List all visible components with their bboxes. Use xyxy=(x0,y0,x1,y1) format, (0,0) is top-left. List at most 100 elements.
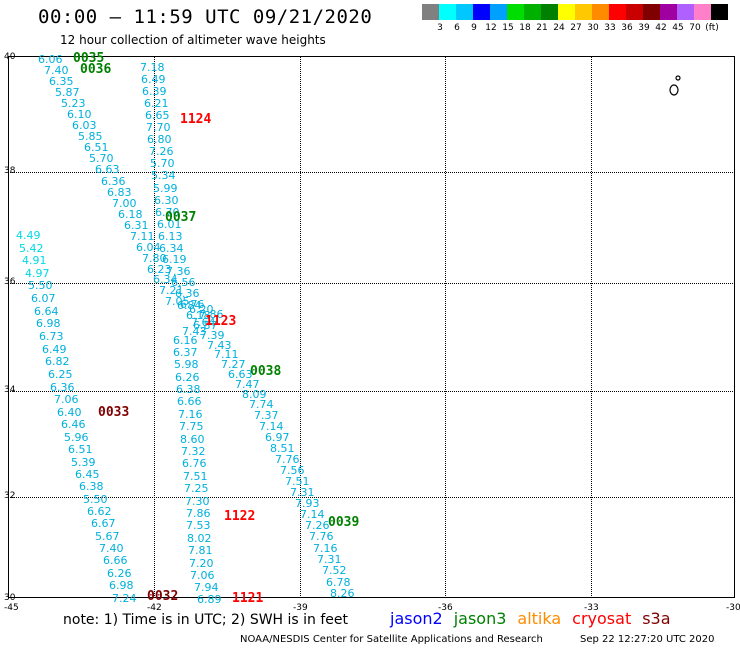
longitude-label: -42 xyxy=(147,603,162,613)
legend-label: 33 xyxy=(604,23,616,33)
grid-line-horizontal xyxy=(8,283,735,284)
wave-height-value: 6.80 xyxy=(147,133,172,146)
legend-swatch xyxy=(473,4,490,20)
page-subtitle: 12 hour collection of altimeter wave hei… xyxy=(60,33,326,47)
wave-height-value: 5.23 xyxy=(61,97,86,110)
wave-height-value: 6.35 xyxy=(49,75,74,88)
legend-swatch xyxy=(524,4,541,20)
wave-height-value: 6.78 xyxy=(326,576,351,589)
wave-height-value: 7.26 xyxy=(149,145,174,158)
legend-swatch xyxy=(439,4,456,20)
wave-height-value: 6.21 xyxy=(144,97,169,110)
wave-height-value: 4.49 xyxy=(16,229,41,242)
pass-time-tag: 0035 xyxy=(73,51,105,66)
wave-height-value: 6.07 xyxy=(31,292,56,305)
legend-label: 3 xyxy=(437,23,443,33)
longitude-label: -30 xyxy=(726,603,740,613)
latitude-label: 40 xyxy=(4,52,16,62)
wave-height-value: 7.43 xyxy=(207,339,232,352)
wave-height-value: 7.80 xyxy=(142,252,167,265)
wave-height-value: 6.38 xyxy=(79,480,104,493)
wave-height-value: 6.70 xyxy=(155,206,180,219)
wave-height-value: 8.26 xyxy=(330,587,355,600)
mission-legend: jason2 jason3 altika cryosat s3a xyxy=(390,609,682,628)
legend-label: (ft) xyxy=(705,23,719,33)
wave-height-value: 6.18 xyxy=(186,309,211,322)
wave-height-value: 7.70 xyxy=(146,121,171,134)
wave-height-value: 5.87 xyxy=(55,86,80,99)
pass-time-tag: 0037 xyxy=(165,210,197,225)
legend-label: 42 xyxy=(655,23,667,33)
legend-swatch xyxy=(677,4,694,20)
longitude-label: -33 xyxy=(584,603,599,613)
legend-label: 45 xyxy=(672,23,684,33)
wave-height-value: 6.39 xyxy=(142,85,167,98)
wave-height-value: 7.31 xyxy=(290,486,315,499)
wave-height-value: 7.11 xyxy=(214,348,239,361)
wave-height-value: 6.76 xyxy=(182,457,207,470)
wave-height-value: 6.87 xyxy=(193,319,218,332)
wave-height-value: 6.36 xyxy=(101,175,126,188)
wave-height-value: 6.51 xyxy=(84,141,109,154)
legend-swatch xyxy=(592,4,609,20)
legend-label: 30 xyxy=(587,23,599,33)
wave-height-value: 7.05 xyxy=(165,295,190,308)
wave-height-value: 7.51 xyxy=(183,470,208,483)
wave-height-value: 7.25 xyxy=(184,482,209,495)
wave-height-value: 7.31 xyxy=(317,553,342,566)
wave-height-value: 5.96 xyxy=(64,431,89,444)
wave-height-value: 5.39 xyxy=(71,456,96,469)
longitude-label: -45 xyxy=(4,603,19,613)
legend-label: 36 xyxy=(621,23,633,33)
wave-height-value: 6.37 xyxy=(173,346,198,359)
legend-swatch xyxy=(490,4,507,20)
wave-height-value: 6.65 xyxy=(145,109,170,122)
legend-swatch xyxy=(541,4,558,20)
wave-height-value: 7.81 xyxy=(188,544,213,557)
wave-height-value: 6.25 xyxy=(48,368,73,381)
wave-height-value: 6.04 xyxy=(136,241,161,254)
wave-height-value: 6.63 xyxy=(95,163,120,176)
pass-time-tag: 1124 xyxy=(180,112,212,127)
wave-height-value: 6.49 xyxy=(42,343,67,356)
wave-height-value: 7.20 xyxy=(189,557,214,570)
wave-height-value: 7.21 xyxy=(159,284,184,297)
wave-height-value: 6.03 xyxy=(72,119,97,132)
pass-time-tag: 1121 xyxy=(232,591,264,606)
wave-height-value: 7.76 xyxy=(309,530,334,543)
mission-label: cryosat xyxy=(572,609,632,628)
wave-height-value: 7.37 xyxy=(254,409,279,422)
page-title: 00:00 – 11:59 UTC 09/21/2020 xyxy=(38,6,373,28)
pass-time-tag: 1123 xyxy=(205,314,237,329)
wave-height-value: 6.83 xyxy=(107,186,132,199)
wave-height-value: 6.30 xyxy=(154,194,179,207)
wave-height-value: 6.36 xyxy=(175,287,200,300)
latitude-label: 34 xyxy=(4,385,16,395)
wave-height-value: 6.49 xyxy=(141,73,166,86)
wave-height-value: 7.93 xyxy=(295,497,320,510)
footer-note: note: 1) Time is in UTC; 2) SWH is in fe… xyxy=(63,612,349,628)
wave-height-value: 7.14 xyxy=(259,420,284,433)
legend-label: 70 xyxy=(689,23,701,33)
wave-height-value: 7.39 xyxy=(200,329,225,342)
legend-label: 24 xyxy=(553,23,565,33)
wave-height-value: 6.66 xyxy=(103,554,128,567)
color-legend: 3 6 9 12 15 18 21 24 27 30 33 36 39 42 45 70 (ft) xyxy=(422,4,728,34)
legend-label: 6 xyxy=(454,23,460,33)
wave-height-value: 7.40 xyxy=(99,542,124,555)
wave-height-value: 7.43 xyxy=(182,325,207,338)
pass-time-tag: 0032 xyxy=(147,589,179,604)
wave-height-value: 4.91 xyxy=(22,254,47,267)
wave-height-value: 5.50 xyxy=(28,279,53,292)
latitude-label: 32 xyxy=(4,491,16,501)
pass-time-tag: 1122 xyxy=(224,509,256,524)
wave-height-value: 6.45 xyxy=(75,468,100,481)
wave-height-value: 7.74 xyxy=(249,398,274,411)
wave-height-value: 6.73 xyxy=(39,330,64,343)
wave-height-value: 7.53 xyxy=(186,519,211,532)
grid-line-horizontal xyxy=(8,497,735,498)
wave-height-value: 7.16 xyxy=(313,542,338,555)
wave-height-value: 7.86 xyxy=(199,308,224,321)
wave-height-value: 5.50 xyxy=(83,493,108,506)
wave-height-value: 7.56 xyxy=(280,464,305,477)
